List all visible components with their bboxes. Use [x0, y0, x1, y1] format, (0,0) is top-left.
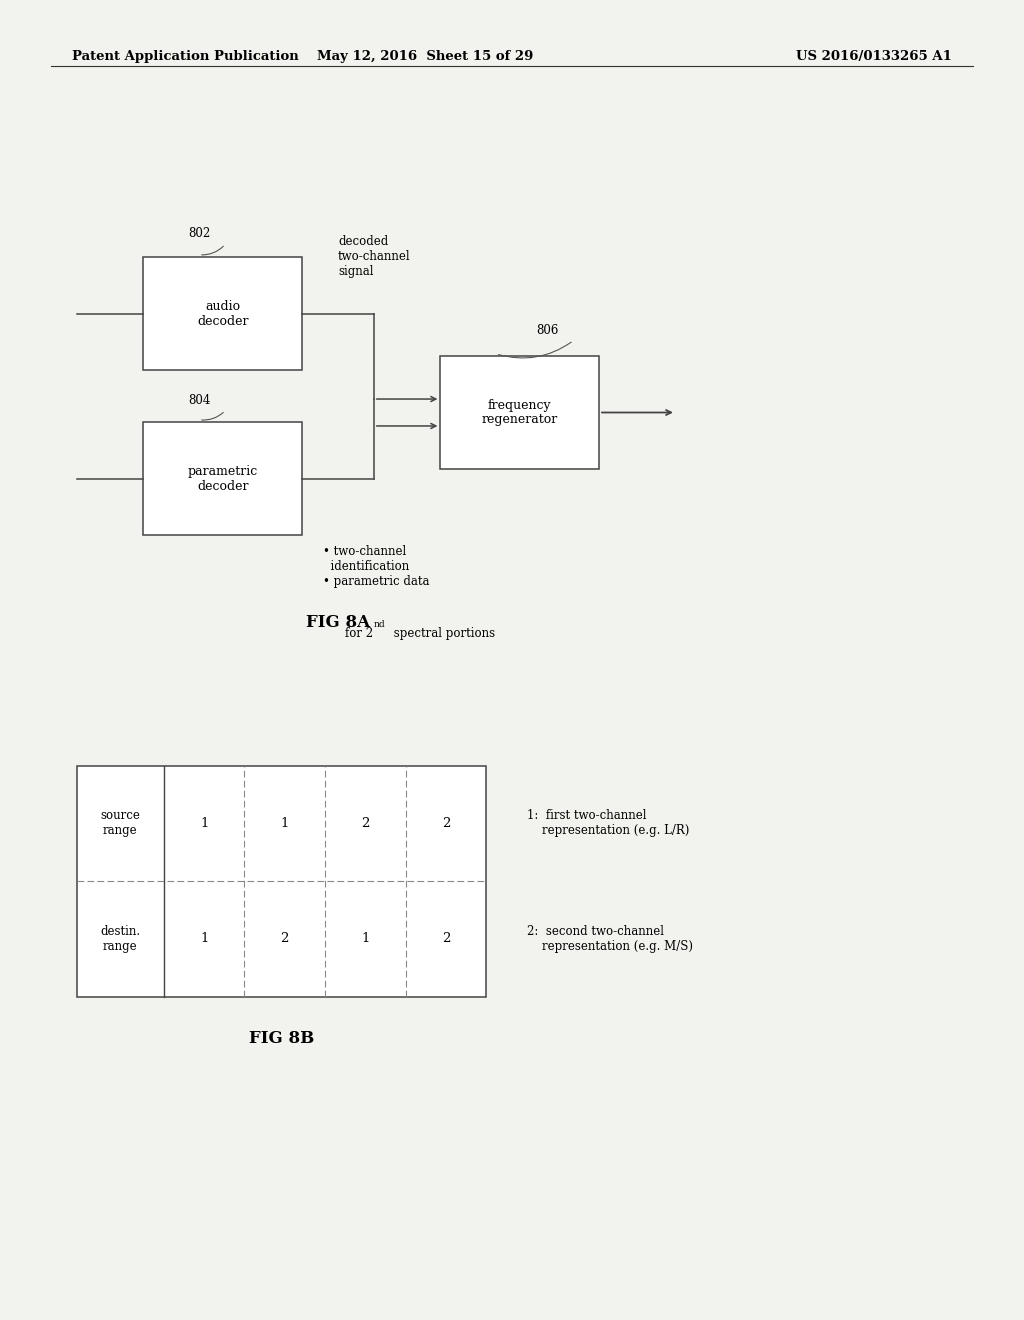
Text: decoded
two-channel
signal: decoded two-channel signal: [338, 235, 411, 279]
Text: for 2: for 2: [345, 627, 373, 640]
Text: 804: 804: [188, 393, 211, 407]
Text: Patent Application Publication: Patent Application Publication: [72, 50, 298, 63]
Bar: [143, 422, 302, 535]
Text: US 2016/0133265 A1: US 2016/0133265 A1: [797, 50, 952, 63]
Bar: [440, 356, 599, 469]
Text: frequency
regenerator: frequency regenerator: [481, 399, 558, 426]
Text: nd: nd: [374, 620, 385, 630]
Bar: [143, 257, 302, 370]
Text: 2: 2: [361, 817, 370, 830]
Text: • two-channel
  identification
• parametric data: • two-channel identification • parametri…: [323, 545, 429, 589]
Text: 2: 2: [442, 932, 451, 945]
Text: 1: 1: [361, 932, 370, 945]
Text: audio
decoder: audio decoder: [197, 300, 249, 327]
Text: destin.
range: destin. range: [100, 925, 140, 953]
Text: 1: 1: [200, 932, 208, 945]
Text: source
range: source range: [100, 809, 140, 837]
Text: spectral portions: spectral portions: [390, 627, 496, 640]
Text: 1: 1: [281, 817, 289, 830]
Text: May 12, 2016  Sheet 15 of 29: May 12, 2016 Sheet 15 of 29: [316, 50, 534, 63]
Text: 802: 802: [188, 227, 211, 240]
Text: 1:  first two-channel
    representation (e.g. L/R): 1: first two-channel representation (e.g…: [527, 809, 690, 837]
Text: 1: 1: [200, 817, 208, 830]
Text: parametric
decoder: parametric decoder: [187, 465, 258, 492]
Text: 2: 2: [442, 817, 451, 830]
Bar: [77, 766, 486, 997]
Text: 806: 806: [537, 323, 559, 337]
Text: 2:  second two-channel
    representation (e.g. M/S): 2: second two-channel representation (e.…: [527, 925, 693, 953]
Text: 2: 2: [281, 932, 289, 945]
Text: FIG 8B: FIG 8B: [249, 1030, 314, 1047]
Text: FIG 8A: FIG 8A: [306, 614, 370, 631]
